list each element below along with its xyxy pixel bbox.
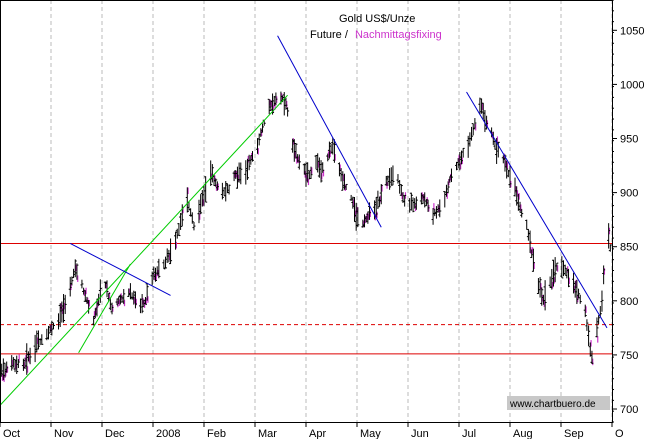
x-axis: Oct Nov Dec 2008 Feb Mar Apr May Jun Jul Aug Sep O xyxy=(0,422,624,439)
x-tick-label: Feb xyxy=(207,428,226,439)
trendline xyxy=(69,243,171,296)
x-tick-label: Mar xyxy=(258,428,277,439)
x-tick-label: O xyxy=(615,428,624,439)
subtitle-future: Future / xyxy=(310,29,349,41)
y-tick-label: 1000 xyxy=(620,79,644,91)
x-tick-label: Oct xyxy=(3,428,20,439)
horizontal-levels xyxy=(0,242,612,355)
y-tick-label: 850 xyxy=(620,242,638,254)
trendline xyxy=(0,94,288,407)
trendline xyxy=(466,91,608,329)
chart-subtitle: Future / Nachmittagsfixing xyxy=(310,29,442,41)
subtitle-fixing: Nachmittagsfixing xyxy=(355,29,442,41)
x-tick-label: Dec xyxy=(105,428,125,439)
y-tick-label: 1050 xyxy=(620,25,644,37)
x-tick-label: 2008 xyxy=(156,428,180,439)
x-tick-label: Jun xyxy=(411,428,429,439)
trendline xyxy=(277,35,382,228)
y-tick-label: 750 xyxy=(620,350,638,362)
trendline xyxy=(78,263,131,354)
x-tick-label: Jul xyxy=(462,428,476,439)
chart-title: Gold US$/Unze xyxy=(339,13,415,25)
x-tick-label: Aug xyxy=(513,428,533,439)
trendlines xyxy=(0,35,608,407)
future-series xyxy=(0,91,612,381)
x-tick-label: Apr xyxy=(309,428,326,439)
y-axis: 700 750 800 850 900 950 1000 1050 xyxy=(612,0,644,423)
y-tick-label: 900 xyxy=(620,188,638,200)
y-tick-label: 800 xyxy=(620,296,638,308)
fixing-series xyxy=(1,93,611,382)
watermark: www.chartbuero.de xyxy=(509,399,596,410)
y-tick-label: 950 xyxy=(620,134,638,146)
y-tick-label: 700 xyxy=(620,404,638,416)
watermark-box xyxy=(507,396,610,410)
x-tick-label: Sep xyxy=(564,428,584,439)
x-tick-label: Nov xyxy=(54,428,74,439)
x-tick-label: May xyxy=(360,428,381,439)
